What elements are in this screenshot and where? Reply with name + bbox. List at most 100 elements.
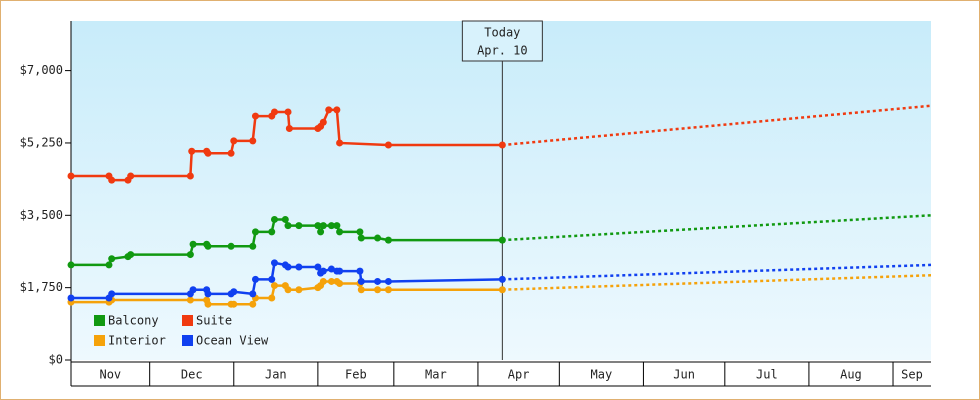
point (333, 106, 341, 114)
point (284, 263, 292, 271)
legend-label: Interior (108, 334, 166, 348)
point (127, 251, 135, 259)
y-tick-label: $5,250 (20, 135, 63, 149)
point (498, 286, 506, 294)
point (108, 290, 116, 298)
point (189, 286, 197, 294)
today-label: Apr. 10 (477, 44, 528, 58)
x-tick-label: Jul (756, 368, 778, 382)
x-tick-label: Aug (840, 368, 862, 382)
point (374, 277, 382, 285)
x-tick-label: Jun (673, 368, 695, 382)
today-box (461, 20, 543, 62)
point (336, 228, 344, 236)
point (357, 277, 365, 285)
point (295, 222, 303, 230)
x-tick-label: Mar (425, 368, 447, 382)
point (319, 277, 327, 285)
x-tick-label: Jan (265, 368, 287, 382)
point (333, 222, 341, 230)
point (314, 222, 322, 230)
point (336, 267, 344, 275)
point (230, 288, 238, 296)
point (127, 172, 135, 180)
plot-background (71, 21, 931, 360)
point (384, 286, 392, 294)
point (498, 236, 506, 244)
point (188, 147, 196, 155)
point (295, 263, 303, 271)
point (249, 242, 257, 250)
point (327, 222, 335, 230)
point (327, 265, 335, 273)
point (319, 118, 327, 126)
y-tick-label: $3,500 (20, 208, 63, 222)
legend-label: Balcony (108, 314, 159, 328)
point (249, 300, 257, 308)
point (270, 282, 278, 290)
point (67, 294, 75, 302)
point (189, 240, 197, 248)
point (186, 296, 194, 304)
x-tick-label: Feb (345, 368, 367, 382)
x-tick-label: Nov (99, 368, 121, 382)
point (357, 234, 365, 242)
point (186, 251, 194, 259)
point (498, 275, 506, 283)
point (295, 286, 303, 294)
point (270, 108, 278, 116)
point (268, 294, 276, 302)
point (204, 242, 212, 250)
point (204, 290, 212, 298)
point (374, 234, 382, 242)
y-tick-label: $0 (49, 353, 63, 367)
legend-swatch (94, 335, 105, 346)
x-tick-label: May (591, 368, 613, 382)
point (67, 172, 75, 180)
point (284, 222, 292, 230)
point (314, 263, 322, 271)
point (374, 286, 382, 294)
x-tick-label: Dec (181, 368, 203, 382)
legend-swatch (182, 315, 193, 326)
point (384, 141, 392, 149)
point (251, 228, 259, 236)
point (270, 259, 278, 267)
point (336, 280, 344, 288)
legend-swatch (182, 335, 193, 346)
point (356, 228, 364, 236)
series-line (71, 218, 503, 267)
point (270, 215, 278, 223)
point (268, 275, 276, 283)
y-tick-label: $1,750 (20, 280, 63, 294)
point (204, 149, 212, 157)
point (204, 300, 212, 308)
point (230, 137, 238, 145)
point (285, 124, 293, 132)
point (384, 236, 392, 244)
point (268, 228, 276, 236)
point (67, 261, 75, 269)
point (108, 255, 116, 263)
x-tick-label: Apr (508, 368, 530, 382)
point (317, 228, 325, 236)
point (230, 300, 238, 308)
point (384, 277, 392, 285)
point (186, 172, 194, 180)
today-label: Today (484, 26, 520, 40)
point (284, 286, 292, 294)
point (281, 215, 289, 223)
point (251, 275, 259, 283)
point (325, 106, 333, 114)
point (284, 108, 292, 116)
point (356, 267, 364, 275)
point (498, 141, 506, 149)
point (227, 242, 235, 250)
point (105, 261, 113, 269)
point (108, 176, 116, 184)
legend-label: Ocean View (196, 334, 269, 348)
legend-label: Suite (196, 314, 232, 328)
point (249, 290, 257, 298)
